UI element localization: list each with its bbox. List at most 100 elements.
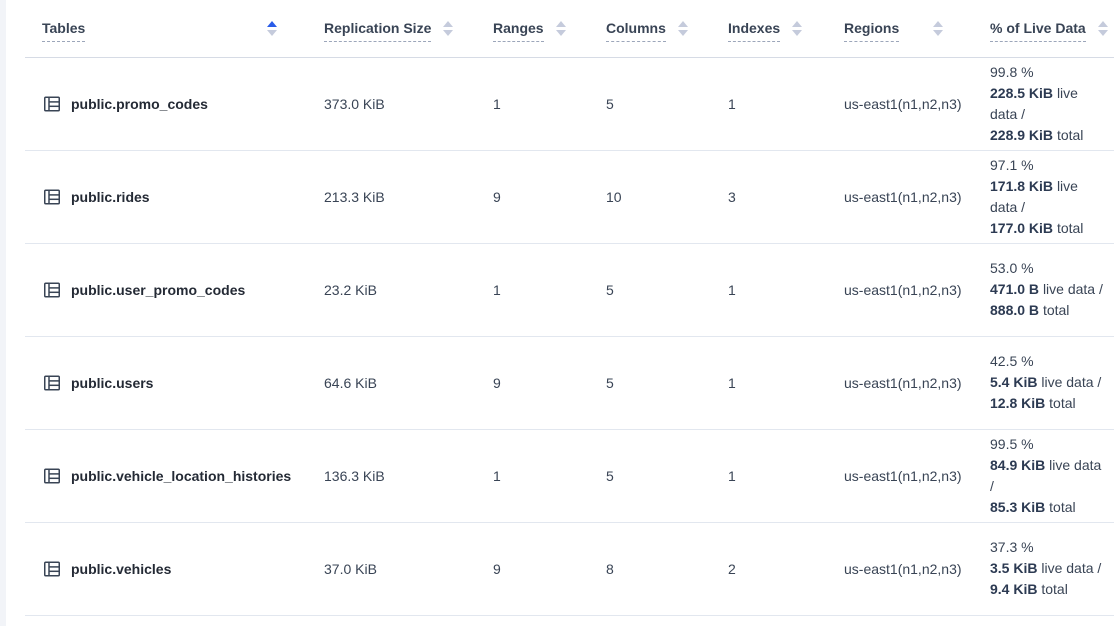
ranges-value: 9 xyxy=(476,336,589,430)
column-header-columns[interactable]: Columns xyxy=(589,0,711,58)
live-data-suffix: live data / xyxy=(990,84,1078,122)
live-data-suffix: live data / xyxy=(1041,560,1102,576)
indexes-value: 1 xyxy=(711,57,827,151)
table-name-link[interactable]: public.promo_codes xyxy=(71,95,208,112)
table-row: public.vehicles 37.0 KiB 9 8 2 us-east1(… xyxy=(25,522,1114,616)
indexes-value: 3 xyxy=(711,150,827,244)
total-suffix: total xyxy=(1056,219,1084,236)
total-suffix: total xyxy=(1056,126,1084,143)
column-header-replication-size-label: Replication Size xyxy=(324,20,432,42)
regions-value: us-east1(n1,n2,n3) xyxy=(844,95,962,112)
live-data-cell: 99.8 % 228.5 KiB live data / 228.9 KiB t… xyxy=(990,62,1104,146)
ranges-value: 9 xyxy=(476,522,589,616)
indexes-value: 1 xyxy=(711,243,827,337)
live-data-percent: 37.3 % xyxy=(990,539,1034,555)
live-data-percent: 53.0 % xyxy=(990,260,1034,276)
replication-size-value: 37.0 KiB xyxy=(307,522,476,616)
sort-icon-live-data[interactable] xyxy=(1098,20,1108,36)
indexes-value: 1 xyxy=(711,429,827,523)
live-data-size: 171.8 KiB xyxy=(990,177,1054,194)
sort-asc-arrow-icon xyxy=(933,20,943,27)
sort-desc-arrow-icon xyxy=(267,29,277,36)
table-icon xyxy=(42,280,62,300)
sort-icon-regions[interactable] xyxy=(933,20,943,36)
replication-size-value: 213.3 KiB xyxy=(307,150,476,244)
table-icon xyxy=(42,187,62,207)
ranges-value: 9 xyxy=(476,150,589,244)
sort-asc-arrow-icon xyxy=(267,20,277,27)
column-header-indexes[interactable]: Indexes xyxy=(711,0,827,58)
column-header-indexes-label: Indexes xyxy=(728,20,781,42)
live-data-size: 228.5 KiB xyxy=(990,84,1054,101)
sort-asc-arrow-icon xyxy=(555,20,566,27)
column-header-ranges-label: Ranges xyxy=(493,20,544,42)
replication-size-value: 23.2 KiB xyxy=(307,243,476,337)
sort-icon-replication-size[interactable] xyxy=(443,20,454,36)
live-data-cell: 97.1 % 171.8 KiB live data / 177.0 KiB t… xyxy=(990,155,1104,239)
sort-asc-arrow-icon xyxy=(443,20,454,27)
regions-value: us-east1(n1,n2,n3) xyxy=(844,374,962,391)
regions-value: us-east1(n1,n2,n3) xyxy=(844,281,962,298)
live-data-size: 471.0 B xyxy=(990,281,1040,297)
columns-value: 5 xyxy=(589,243,711,337)
live-data-suffix: live data / xyxy=(1042,281,1103,297)
total-size: 12.8 KiB xyxy=(990,395,1046,411)
live-data-size: 3.5 KiB xyxy=(990,560,1038,576)
columns-value: 5 xyxy=(589,429,711,523)
table-name-link[interactable]: public.vehicles xyxy=(71,560,172,577)
table-name-link[interactable]: public.user_promo_codes xyxy=(71,281,246,298)
table-name-link[interactable]: public.users xyxy=(71,374,154,391)
column-header-replication-size[interactable]: Replication Size xyxy=(307,0,476,58)
total-size: 888.0 B xyxy=(990,302,1040,318)
sort-asc-arrow-icon xyxy=(677,20,688,27)
indexes-value: 2 xyxy=(711,522,827,616)
column-header-regions-label: Regions xyxy=(844,20,900,42)
replication-size-value: 64.6 KiB xyxy=(307,336,476,430)
column-header-live-data-label: % of Live Data xyxy=(990,20,1086,42)
table-row: public.users 64.6 KiB 9 5 1 us-east1(n1,… xyxy=(25,336,1114,430)
table-header: Tables Replication Size Ranges Columns xyxy=(25,0,1114,58)
table-row: public.rides 213.3 KiB 9 10 3 us-east1(n… xyxy=(25,150,1114,244)
sort-asc-arrow-icon xyxy=(792,20,803,27)
table-name-link[interactable]: public.vehicle_location_histories xyxy=(71,467,292,484)
sort-desc-arrow-icon xyxy=(677,29,688,36)
total-size: 228.9 KiB xyxy=(990,126,1054,143)
sort-icon-tables[interactable] xyxy=(267,20,277,36)
sort-desc-arrow-icon xyxy=(792,29,803,36)
table-row: public.vehicle_location_histories 136.3 … xyxy=(25,429,1114,523)
total-size: 9.4 KiB xyxy=(990,581,1038,597)
column-header-columns-label: Columns xyxy=(606,20,666,42)
live-data-suffix: live data / xyxy=(990,177,1078,215)
column-header-live-data[interactable]: % of Live Data xyxy=(973,0,1114,58)
ranges-value: 1 xyxy=(476,429,589,523)
live-data-percent: 99.5 % xyxy=(990,435,1034,452)
sort-desc-arrow-icon xyxy=(443,29,454,36)
sort-icon-columns[interactable] xyxy=(677,20,688,36)
total-size: 85.3 KiB xyxy=(990,498,1046,515)
sort-icon-indexes[interactable] xyxy=(792,20,803,36)
columns-value: 8 xyxy=(589,522,711,616)
total-size: 177.0 KiB xyxy=(990,219,1054,236)
live-data-cell: 42.5 % 5.4 KiB live data / 12.8 KiB tota… xyxy=(990,351,1104,414)
columns-value: 5 xyxy=(589,336,711,430)
total-suffix: total xyxy=(1049,395,1076,411)
sort-desc-arrow-icon xyxy=(933,29,943,36)
regions-value: us-east1(n1,n2,n3) xyxy=(844,188,962,205)
regions-value: us-east1(n1,n2,n3) xyxy=(844,467,962,484)
column-header-tables[interactable]: Tables xyxy=(25,0,307,58)
replication-size-value: 373.0 KiB xyxy=(307,57,476,151)
live-data-cell: 37.3 % 3.5 KiB live data / 9.4 KiB total xyxy=(990,537,1104,600)
live-data-cell: 53.0 % 471.0 B live data / 888.0 B total xyxy=(990,258,1104,321)
sort-icon-ranges[interactable] xyxy=(555,20,566,36)
column-header-regions[interactable]: Regions xyxy=(827,0,973,58)
live-data-percent: 97.1 % xyxy=(990,156,1034,173)
table-name-link[interactable]: public.rides xyxy=(71,188,150,205)
sort-desc-arrow-icon xyxy=(555,29,566,36)
page-gutter xyxy=(0,0,6,626)
live-data-size: 5.4 KiB xyxy=(990,374,1038,390)
columns-value: 10 xyxy=(589,150,711,244)
column-header-ranges[interactable]: Ranges xyxy=(476,0,589,58)
live-data-percent: 42.5 % xyxy=(990,353,1034,369)
column-header-tables-label: Tables xyxy=(42,20,86,42)
live-data-suffix: live data / xyxy=(1041,374,1102,390)
